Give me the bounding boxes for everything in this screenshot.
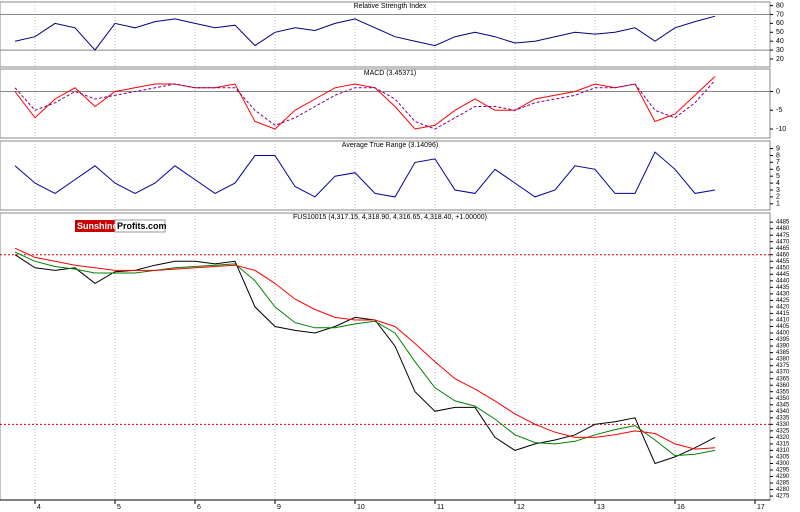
y-tick-label: 4310 [776,448,790,454]
y-tick-label: 4485 [776,220,790,226]
y-tick-label: 4280 [776,487,790,493]
y-tick-label: 30 [776,47,784,54]
y-tick-label: 4360 [776,383,790,389]
y-tick-label: 4400 [776,331,790,337]
y-tick-label: -5 [776,107,782,114]
panel-frame [0,1,771,68]
x-tick-label: 5 [117,504,121,511]
logo-text: Profits.com [117,221,167,231]
x-tick-label: 12 [517,504,525,511]
y-tick-label: 7 [776,159,780,166]
panel-frame [0,140,771,211]
panel-title: Relative Strength Index [354,3,427,10]
y-tick-label: 4345 [776,402,790,408]
y-tick-label: 4340 [776,409,790,415]
series-line [14,251,716,457]
x-tick-label: 4 [37,504,41,511]
logo-text: Sunshine [77,221,118,231]
y-tick-label: 50 [776,29,784,36]
x-tick-label: 17 [757,504,765,511]
y-tick-label: 4330 [776,422,790,428]
panel-frame [0,68,771,139]
panel-title: FUS10015 (4,317.15, 4,318.90, 4,316.65, … [293,214,487,221]
y-tick-label: 4470 [776,239,790,245]
y-tick-label: 4285 [776,481,790,487]
y-tick-label: 4405 [776,324,790,330]
y-tick-label: 5 [776,173,780,180]
y-tick-label: 80 [776,2,784,9]
logo-box [75,220,115,232]
y-tick-label: 4435 [776,285,790,291]
y-tick-label: 4325 [776,428,790,434]
y-tick-label: 6 [776,166,780,173]
y-tick-label: 4335 [776,415,790,421]
y-tick-label: 4465 [776,246,790,252]
y-tick-label: 4480 [776,226,790,232]
y-tick-label: 4415 [776,311,790,317]
series-line [14,76,716,130]
y-tick-label: 4295 [776,468,790,474]
y-tick-label: 4455 [776,259,790,265]
x-tick-label: 6 [197,504,201,511]
y-tick-label: 4370 [776,370,790,376]
y-tick-label: 4305 [776,455,790,461]
x-tick-label: 13 [597,504,605,511]
y-tick-label: 0 [776,88,780,95]
y-tick-label: 2 [776,194,780,201]
y-tick-label: 8 [776,152,780,159]
y-tick-label: 3 [776,187,780,194]
y-tick-label: 4475 [776,233,790,239]
y-tick-label: 70 [776,11,784,18]
y-tick-label: 4445 [776,272,790,278]
y-tick-label: 4380 [776,357,790,363]
y-tick-label: 4365 [776,376,790,382]
y-tick-label: 4425 [776,298,790,304]
x-tick-label: 16 [677,504,685,511]
y-tick-label: 4 [776,180,780,187]
y-tick-label: 4290 [776,474,790,480]
y-tick-label: 4440 [776,278,790,284]
y-tick-label: 4275 [776,494,790,500]
y-tick-label: 40 [776,38,784,45]
y-tick-label: 4390 [776,344,790,350]
y-tick-label: 4355 [776,389,790,395]
y-tick-label: -10 [776,126,786,133]
y-tick-label: 4385 [776,350,790,356]
series-line [14,79,716,130]
y-tick-label: 9 [776,145,780,152]
y-tick-label: 60 [776,20,784,27]
y-tick-label: 4450 [776,265,790,271]
panel-title: Average True Range (3.14096) [342,142,438,149]
x-tick-label: 9 [277,504,281,511]
series-line [14,247,716,450]
y-tick-label: 4460 [776,252,790,258]
y-tick-label: 4375 [776,363,790,369]
x-tick-label: 10 [357,504,365,511]
y-tick-label: 4395 [776,337,790,343]
series-line [14,151,716,198]
y-tick-label: 4350 [776,396,790,402]
panel-title: MACD (3.45371) [364,70,417,77]
y-tick-label: 4315 [776,441,790,447]
y-tick-label: 4430 [776,291,790,297]
series-line [14,15,716,51]
y-tick-label: 4420 [776,305,790,311]
y-tick-label: 4320 [776,435,790,441]
x-tick-label: 11 [437,504,444,511]
y-tick-label: 4300 [776,461,790,467]
y-tick-label: 20 [776,56,784,63]
y-tick-label: 1 [776,201,780,208]
y-tick-label: 4410 [776,318,790,324]
